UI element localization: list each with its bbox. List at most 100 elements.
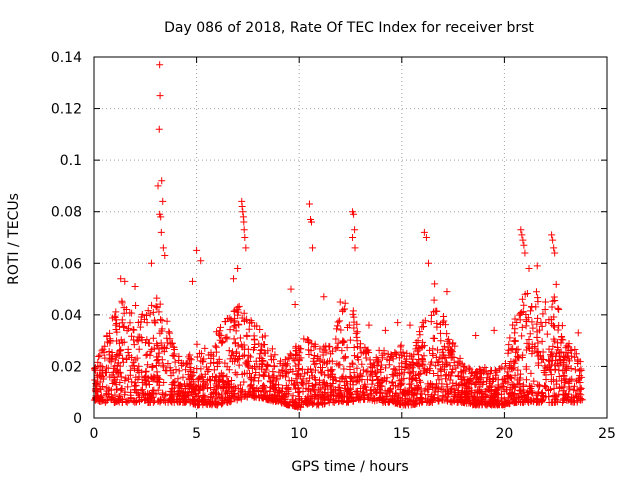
data-point [245, 352, 253, 360]
data-point [435, 396, 443, 404]
data-point [413, 390, 421, 398]
data-point [571, 346, 579, 354]
data-point [267, 352, 275, 360]
data-point [255, 394, 263, 402]
data-point [573, 387, 581, 395]
data-point [218, 339, 226, 347]
data-point [369, 376, 377, 384]
x-tick-label: 15 [393, 426, 411, 442]
data-point [549, 342, 557, 350]
data-point [279, 384, 287, 392]
data-point [535, 381, 543, 389]
data-point [272, 380, 280, 388]
data-point [507, 358, 515, 366]
data-point [523, 339, 531, 347]
data-point [98, 363, 106, 371]
data-point [394, 319, 402, 327]
data-point [534, 314, 542, 322]
data-point [290, 381, 298, 389]
data-point [420, 342, 428, 350]
data-point [188, 395, 196, 403]
data-point [162, 390, 170, 398]
data-point [561, 379, 569, 387]
data-point [292, 347, 300, 355]
data-point [179, 360, 187, 368]
data-point [438, 355, 446, 363]
data-point [278, 367, 286, 375]
data-point [465, 364, 473, 372]
data-point [107, 386, 115, 394]
data-point [515, 311, 523, 319]
data-point [324, 382, 332, 390]
data-point [503, 372, 511, 380]
data-point [534, 339, 542, 347]
data-point [223, 333, 231, 341]
data-point [232, 340, 240, 348]
data-point [494, 401, 502, 409]
data-point [515, 394, 523, 402]
data-point [440, 342, 448, 350]
data-point [329, 398, 337, 406]
data-point [344, 390, 352, 398]
data-point [159, 197, 167, 205]
data-point [284, 368, 292, 376]
data-point [115, 368, 123, 376]
data-point [287, 285, 295, 293]
data-point [147, 347, 155, 355]
data-point [271, 351, 279, 359]
data-point [543, 330, 551, 338]
data-point [335, 361, 343, 369]
data-point [217, 331, 225, 339]
data-point [231, 390, 239, 398]
data-point [407, 380, 415, 388]
y-tick-label: 0.04 [51, 308, 82, 324]
data-point [337, 326, 345, 334]
data-point [155, 349, 163, 357]
data-point [222, 334, 230, 342]
data-point [424, 259, 432, 267]
data-point [557, 339, 565, 347]
data-point [480, 367, 488, 375]
data-point [353, 364, 361, 372]
data-point [411, 385, 419, 393]
data-point [261, 368, 269, 376]
data-point [147, 373, 155, 381]
data-point [509, 345, 517, 353]
data-point [253, 322, 261, 330]
data-point [283, 369, 291, 377]
data-point [514, 353, 522, 361]
data-point [387, 396, 395, 404]
data-point [236, 334, 244, 342]
data-point [282, 389, 290, 397]
data-point [570, 382, 578, 390]
data-point [240, 309, 248, 317]
data-point [325, 399, 333, 407]
data-point [557, 377, 565, 385]
data-point [552, 350, 560, 358]
data-point [144, 361, 152, 369]
data-point [209, 352, 217, 360]
data-point [426, 346, 434, 354]
data-point [443, 330, 451, 338]
data-point [124, 348, 132, 356]
data-point [259, 361, 267, 369]
data-point [115, 352, 123, 360]
data-point [295, 349, 303, 357]
data-point [159, 389, 167, 397]
data-point [256, 325, 264, 333]
data-point [571, 353, 579, 361]
data-point [169, 369, 177, 377]
data-point [545, 365, 553, 373]
data-point [489, 375, 497, 383]
data-point [144, 307, 152, 315]
data-point [212, 343, 220, 351]
data-point [243, 357, 251, 365]
data-point [333, 325, 341, 333]
data-point [343, 397, 351, 405]
data-point [336, 384, 344, 392]
data-point [196, 386, 204, 394]
data-point [498, 376, 506, 384]
data-point [476, 386, 484, 394]
data-point [462, 384, 470, 392]
